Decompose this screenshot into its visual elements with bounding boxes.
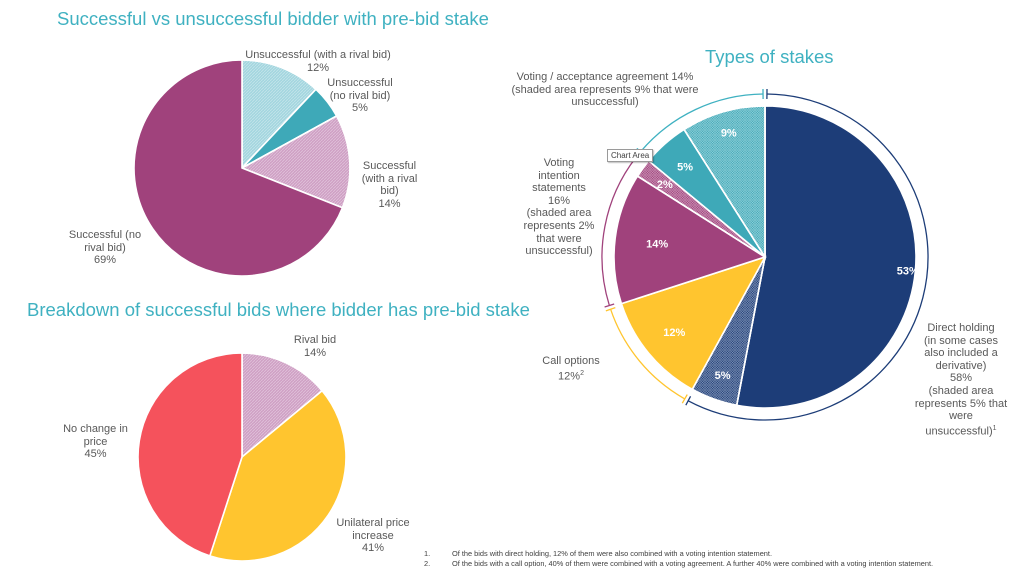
footnote-ref-2: 2	[580, 369, 584, 377]
pie-breakdown-successful-bids	[137, 352, 347, 562]
label-call-options-text: Call options 12%	[542, 355, 600, 383]
label-call-options: Call options 12%2	[537, 355, 605, 383]
footnote-number: 1.	[424, 549, 431, 558]
label-unilateral-price-increase: Unilateral price increase 41%	[336, 517, 410, 555]
footnote-2: 2. Of the bids with a call option, 40% o…	[424, 559, 933, 569]
pie-slice-direct-holding	[735, 105, 917, 409]
pie-slice-voting-intention-statements	[613, 174, 767, 305]
bracket-tick-direct-end	[685, 396, 692, 406]
data-label-voting-acceptance-agreement: 5%	[677, 161, 693, 173]
bracket-tick-intention-start	[604, 303, 615, 308]
label-direct-holding-text: Direct holding (in some cases also inclu…	[914, 322, 1008, 438]
pie-slice-hatch-voting-acceptance-agreement-unsuccessful	[682, 105, 766, 260]
pie-slice-call-options	[620, 255, 767, 391]
footnotes: 1. Of the bids with direct holding, 12% …	[424, 549, 933, 568]
data-label-voting-intention-statements-unsuccessful: 2%	[657, 179, 673, 191]
label-no-change-in-price: No change in price 45%	[63, 423, 128, 461]
pie-slice-hatch-unsuccessful-with-a-rival-bid	[241, 59, 318, 171]
pie-slice-successful-no-rival-bid	[133, 59, 344, 277]
footnote-text: Of the bids with direct holding, 12% of …	[452, 549, 773, 558]
bracket-arc-direct	[687, 93, 929, 421]
pie-slice-no-change-in-price	[137, 352, 243, 557]
pie-slice-hatch-successful-with-a-rival-bid	[240, 114, 351, 209]
bracket-tick-call-end	[605, 307, 616, 312]
label-rival-bid: Rival bid 14%	[293, 334, 337, 359]
data-label-voting-intention-statements: 14%	[646, 238, 668, 250]
data-label-direct-holding-unsuccessful: 5%	[715, 370, 731, 382]
data-label-direct-holding: 53%	[897, 265, 919, 277]
bracket-arc-agreement	[640, 93, 764, 153]
label-unsuccessful-no-rival: Unsuccessful (no rival bid) 5%	[327, 77, 393, 115]
chart-title-breakdown: Breakdown of successful bids where bidde…	[27, 299, 530, 320]
footnote-text: Of the bids with a call option, 40% of t…	[452, 558, 934, 568]
pie-types-of-stakes: 53% 5% 12% 14% 2% 5% 9%	[613, 105, 919, 409]
data-label-voting-acceptance-agreement-unsuccessful: 9%	[721, 127, 737, 139]
label-voting-intention-statements: Voting intention statements 16% (shaded …	[523, 157, 595, 258]
chart-title-types-of-stakes: Types of stakes	[705, 46, 834, 67]
footnote-1: 1. Of the bids with direct holding, 12% …	[424, 549, 933, 559]
pie-slice-unilateral-price-increase	[208, 389, 347, 562]
group-brackets	[601, 89, 929, 421]
label-direct-holding: Direct holding (in some cases also inclu…	[910, 322, 1012, 438]
bracket-tick-call-start	[681, 394, 688, 404]
label-unsuccessful-with-rival: Unsuccessful (with a rival bid) 12%	[245, 49, 391, 74]
bracket-arc-call	[609, 309, 686, 400]
label-voting-acceptance-agreement: Voting / acceptance agreement 14% (shade…	[511, 71, 699, 109]
bracket-arc-intention	[601, 154, 639, 306]
chart-area-tooltip: Chart Area	[607, 149, 654, 162]
label-successful-no-rival: Successful (no rival bid) 69%	[68, 229, 142, 267]
data-label-call-options: 12%	[663, 327, 685, 339]
pie-slice-hatch-rival-bid	[241, 352, 324, 459]
chart-title-successful-vs-unsuccessful: Successful vs unsuccessful bidder with p…	[57, 8, 489, 29]
label-successful-with-rival: Successful (with a rival bid) 14%	[361, 160, 418, 210]
footnote-ref-1: 1	[992, 424, 997, 432]
pie-successful-vs-unsuccessful	[133, 59, 351, 277]
footnote-number: 2.	[424, 558, 431, 568]
